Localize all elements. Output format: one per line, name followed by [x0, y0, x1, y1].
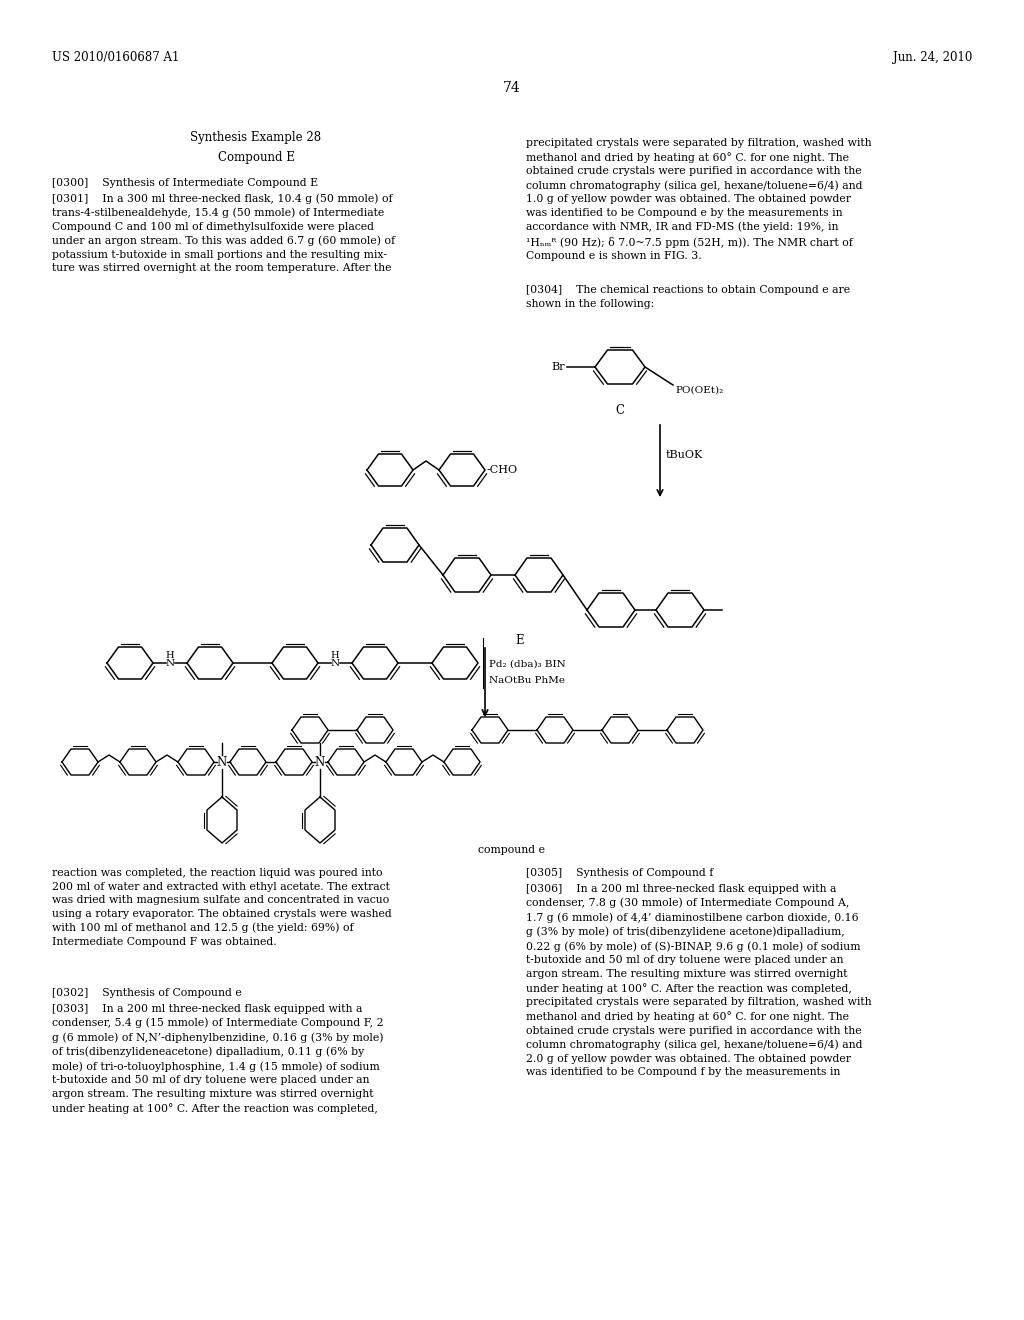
Text: N: N — [217, 755, 227, 768]
Text: Pd₂ (dba)₃ BIN: Pd₂ (dba)₃ BIN — [489, 660, 565, 669]
Text: C: C — [615, 404, 625, 417]
Text: [0301]    In a 300 ml three-necked flask, 10.4 g (50 mmole) of
trans-4-stilbenea: [0301] In a 300 ml three-necked flask, 1… — [52, 193, 395, 273]
Text: compound e: compound e — [478, 845, 546, 855]
Text: PO(OEt)₂: PO(OEt)₂ — [675, 385, 723, 395]
Text: N: N — [166, 659, 174, 668]
Text: tBuOK: tBuOK — [666, 450, 703, 459]
Text: [0300]    Synthesis of Intermediate Compound E: [0300] Synthesis of Intermediate Compoun… — [52, 178, 318, 187]
Text: H: H — [331, 651, 339, 660]
Text: N: N — [314, 755, 326, 768]
Text: [0304]    The chemical reactions to obtain Compound e are
shown in the following: [0304] The chemical reactions to obtain … — [526, 285, 850, 309]
Text: 74: 74 — [503, 81, 521, 95]
Text: N: N — [331, 659, 340, 668]
Text: E: E — [516, 634, 524, 647]
Text: precipitated crystals were separated by filtration, washed with
methanol and dri: precipitated crystals were separated by … — [526, 139, 871, 261]
Text: reaction was completed, the reaction liquid was poured into
200 ml of water and : reaction was completed, the reaction liq… — [52, 869, 392, 946]
Text: Synthesis Example 28: Synthesis Example 28 — [190, 132, 322, 144]
Text: Br: Br — [552, 362, 565, 372]
Text: [0305]    Synthesis of Compound f: [0305] Synthesis of Compound f — [526, 869, 714, 878]
Text: US 2010/0160687 A1: US 2010/0160687 A1 — [52, 51, 179, 65]
Text: NaOtBu PhMe: NaOtBu PhMe — [489, 676, 565, 685]
Text: [0302]    Synthesis of Compound e: [0302] Synthesis of Compound e — [52, 987, 242, 998]
Text: Compound E: Compound E — [217, 152, 295, 165]
Text: H: H — [166, 651, 174, 660]
Text: [0303]    In a 200 ml three-necked flask equipped with a
condenser, 5.4 g (15 mm: [0303] In a 200 ml three-necked flask eq… — [52, 1005, 384, 1114]
Text: -CHO: -CHO — [487, 465, 518, 475]
Text: [0306]    In a 200 ml three-necked flask equipped with a
condenser, 7.8 g (30 mm: [0306] In a 200 ml three-necked flask eq… — [526, 884, 871, 1077]
Text: Jun. 24, 2010: Jun. 24, 2010 — [893, 51, 972, 65]
